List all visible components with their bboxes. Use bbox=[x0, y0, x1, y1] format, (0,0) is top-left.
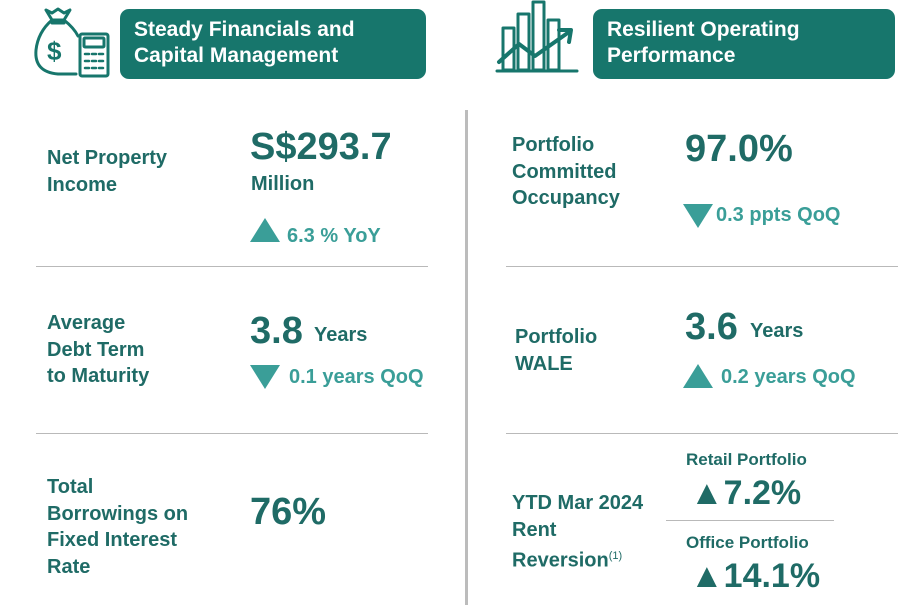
up-arrow-icon: ▲ bbox=[690, 474, 724, 512]
portfolio-wale-value: 3.6 bbox=[685, 306, 738, 348]
up-arrow-icon: ▲ bbox=[690, 557, 724, 595]
portfolio-wale-unit: Years bbox=[750, 320, 804, 342]
net-property-income-value: S$293.7 bbox=[250, 126, 392, 168]
rent-reversion-divider bbox=[666, 520, 834, 521]
committed-occupancy-label: Portfolio Committed Occupancy bbox=[512, 134, 620, 209]
right-section-title: Resilient Operating Performance bbox=[593, 9, 895, 79]
net-property-income-unit: Million bbox=[251, 173, 315, 195]
fixed-rate-borrowings-value: 76% bbox=[250, 491, 327, 533]
office-portfolio-label: Office Portfolio bbox=[686, 533, 809, 552]
footnote-marker: (1) bbox=[608, 550, 623, 562]
rent-reversion-label: YTD Mar 2024 Rent Reversion(1) bbox=[512, 490, 643, 574]
retail-portfolio-percent: 7.2% bbox=[723, 474, 802, 512]
left-section-title: Steady Financials and Capital Management bbox=[120, 9, 426, 79]
debt-term-value: 3.8 bbox=[250, 310, 303, 352]
decrease-triangle-icon bbox=[683, 204, 713, 228]
center-divider bbox=[465, 110, 468, 605]
committed-occupancy-change: 0.3 ppts QoQ bbox=[716, 204, 841, 226]
increase-triangle-icon bbox=[683, 364, 713, 388]
retail-portfolio-value: ▲7.2% bbox=[690, 474, 801, 513]
committed-occupancy-value: 97.0% bbox=[685, 128, 793, 170]
office-portfolio-percent: 14.1% bbox=[723, 557, 821, 595]
office-portfolio-value: ▲14.1% bbox=[690, 557, 820, 596]
left-divider-1 bbox=[36, 266, 428, 267]
left-divider-2 bbox=[36, 433, 428, 434]
decrease-triangle-icon bbox=[250, 365, 280, 389]
bar-chart-growth-arrow-icon bbox=[495, 0, 579, 76]
portfolio-wale-change: 0.2 years QoQ bbox=[721, 366, 856, 388]
debt-term-label: Average Debt Term to Maturity bbox=[47, 312, 150, 387]
net-property-income-change: 6.3 % YoY bbox=[287, 225, 381, 247]
debt-term-change: 0.1 years QoQ bbox=[289, 366, 424, 388]
svg-text:$: $ bbox=[47, 36, 62, 66]
portfolio-wale-label: Portfolio WALE bbox=[515, 326, 598, 375]
fixed-rate-borrowings-label: Total Borrowings on Fixed Interest Rate bbox=[47, 476, 189, 578]
rent-reversion-label-text: YTD Mar 2024 Rent Reversion bbox=[512, 492, 644, 572]
increase-triangle-icon bbox=[250, 218, 280, 242]
right-divider-2 bbox=[506, 433, 898, 434]
net-property-income-label: Net Property Income bbox=[47, 147, 168, 196]
debt-term-unit: Years bbox=[314, 324, 368, 346]
right-divider-1 bbox=[506, 266, 898, 267]
money-bag-calculator-icon: $ bbox=[30, 6, 112, 80]
retail-portfolio-label: Retail Portfolio bbox=[686, 450, 807, 469]
